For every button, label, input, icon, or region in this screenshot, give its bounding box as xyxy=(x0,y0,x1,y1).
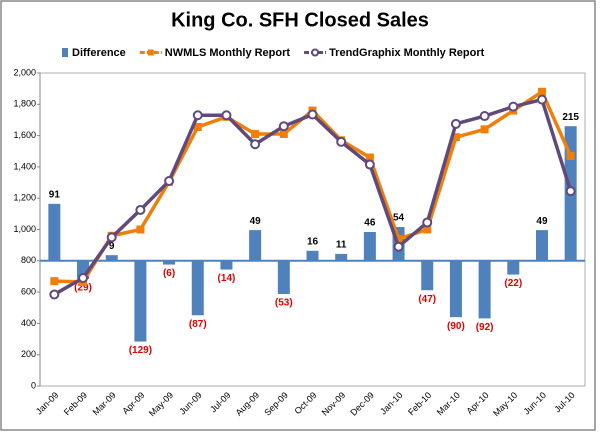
marker xyxy=(336,136,347,147)
marker xyxy=(537,87,546,96)
data-label: 54 xyxy=(393,213,405,224)
y-tick-label: 0 xyxy=(31,380,36,390)
chart-title: King Co. SFH Closed Sales xyxy=(171,9,429,31)
legend-label: NWMLS Monthly Report xyxy=(165,47,291,59)
data-label: 16 xyxy=(307,236,319,247)
y-tick-label: 1,600 xyxy=(13,130,36,140)
data-label: 46 xyxy=(364,218,376,229)
bar xyxy=(105,255,118,261)
marker xyxy=(536,94,547,105)
marker xyxy=(450,118,461,129)
bar xyxy=(363,232,376,261)
bar xyxy=(134,260,147,342)
legend-marker xyxy=(311,48,320,57)
bar xyxy=(507,260,520,275)
data-label: (47) xyxy=(418,294,436,305)
marker xyxy=(164,175,175,186)
legend-label: Difference xyxy=(72,47,126,59)
data-label: (53) xyxy=(275,298,293,309)
marker xyxy=(365,153,374,162)
bar xyxy=(335,253,348,261)
marker xyxy=(78,273,89,284)
bar xyxy=(48,203,61,261)
marker xyxy=(278,121,289,132)
marker xyxy=(106,232,117,243)
bar xyxy=(449,260,462,318)
data-label: (14) xyxy=(218,273,236,284)
bar xyxy=(535,230,548,261)
y-tick-label: 1,400 xyxy=(13,161,36,171)
marker xyxy=(479,111,490,122)
marker xyxy=(394,234,403,243)
y-tick-label: 200 xyxy=(21,349,36,359)
bar xyxy=(191,260,204,316)
data-label: (92) xyxy=(476,322,494,333)
y-tick-label: 1,000 xyxy=(13,224,36,234)
marker xyxy=(221,110,232,121)
marker xyxy=(393,241,404,252)
data-label: (22) xyxy=(504,278,522,289)
legend-label: TrendGraphix Monthly Report xyxy=(329,47,485,59)
y-tick-label: 600 xyxy=(21,286,36,296)
bar xyxy=(249,230,262,261)
y-tick-label: 800 xyxy=(21,255,36,265)
marker xyxy=(50,277,59,286)
marker xyxy=(508,101,519,112)
bar xyxy=(478,260,491,319)
marker xyxy=(136,225,145,234)
marker xyxy=(251,130,260,139)
bar xyxy=(163,260,176,265)
data-label: 49 xyxy=(536,216,548,227)
data-label: 91 xyxy=(49,189,61,200)
data-label: (87) xyxy=(189,319,207,330)
bar xyxy=(421,260,434,291)
marker xyxy=(193,122,202,131)
data-label: (90) xyxy=(447,321,465,332)
data-label: (29) xyxy=(74,283,92,294)
y-tick-label: 400 xyxy=(21,318,36,328)
bar xyxy=(277,260,290,294)
data-label: 215 xyxy=(562,112,579,123)
data-label: 49 xyxy=(250,216,262,227)
data-label: (6) xyxy=(163,268,175,279)
marker xyxy=(423,225,432,234)
marker xyxy=(307,109,318,120)
legend-marker xyxy=(147,49,154,56)
marker xyxy=(279,130,288,139)
y-tick-label: 1,200 xyxy=(13,193,36,203)
bar xyxy=(220,260,233,270)
marker xyxy=(566,151,575,160)
data-label: 11 xyxy=(336,240,347,251)
y-tick-label: 1,800 xyxy=(13,99,36,109)
marker xyxy=(364,159,375,170)
data-label: 9 xyxy=(109,241,115,252)
marker xyxy=(480,125,489,134)
data-label: (129) xyxy=(129,345,152,356)
y-tick-label: 2,000 xyxy=(13,67,36,77)
legend-swatch xyxy=(62,48,68,57)
marker xyxy=(565,186,576,197)
marker xyxy=(422,217,433,228)
marker xyxy=(192,110,203,121)
marker xyxy=(135,204,146,215)
legend: Difference NWMLS Monthly Report TrendGraph… xyxy=(62,47,485,59)
marker xyxy=(250,139,261,150)
marker xyxy=(451,133,460,142)
marker xyxy=(49,289,60,300)
bar xyxy=(306,250,319,261)
